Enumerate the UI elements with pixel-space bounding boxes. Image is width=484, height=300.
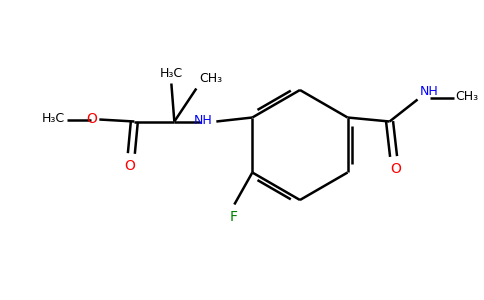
Text: O: O <box>87 112 97 125</box>
Text: CH₃: CH₃ <box>199 71 223 85</box>
Text: H₃C: H₃C <box>160 67 183 80</box>
Text: O: O <box>390 163 401 176</box>
Text: F: F <box>229 211 237 224</box>
Text: H₃C: H₃C <box>42 112 65 125</box>
Text: CH₃: CH₃ <box>455 90 479 103</box>
Text: O: O <box>124 160 135 173</box>
Text: NH: NH <box>420 85 439 98</box>
Text: NH: NH <box>194 114 212 127</box>
